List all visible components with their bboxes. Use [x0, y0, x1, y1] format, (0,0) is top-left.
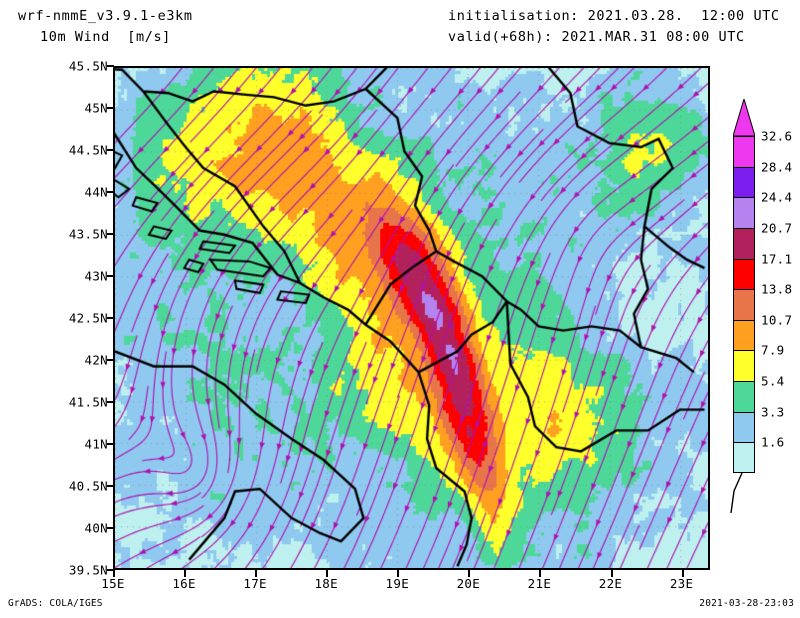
map-plot-area	[113, 66, 710, 570]
y-axis-tick-label: 43.5N	[68, 226, 108, 242]
colorbar-tick-label: 32.6	[761, 128, 793, 144]
y-axis-tick-mark	[107, 149, 114, 151]
x-axis-tick-mark	[397, 570, 400, 577]
colorbar-top-arrow-icon	[733, 99, 755, 136]
y-axis-tick-mark	[107, 443, 114, 445]
y-axis-tick-label: 42.5N	[68, 310, 108, 326]
y-axis-tick-label: 43N	[84, 268, 108, 284]
x-axis-tick-label: 16E	[172, 576, 196, 591]
grads-credit-label: GrADS: COLA/IGES	[8, 598, 103, 609]
x-axis-tick-mark	[184, 570, 187, 577]
y-axis-tick-label: 40N	[84, 520, 108, 536]
x-axis-tick-label: 23E	[669, 576, 694, 591]
x-axis-tick-mark	[539, 570, 542, 577]
colorbar-tick-label: 3.3	[761, 404, 785, 420]
y-axis-tick-mark	[107, 275, 114, 277]
y-axis-tick-label: 44N	[84, 184, 108, 200]
y-axis-tick-mark	[107, 233, 114, 235]
y-axis-tick-mark	[107, 359, 114, 361]
field-name-label: 10m Wind [m/s]	[40, 29, 171, 45]
y-axis-tick-label: 45.5N	[68, 58, 108, 74]
wind-speed-map	[115, 68, 708, 568]
y-axis-tick-mark	[107, 485, 114, 487]
y-axis-tick-label: 44.5N	[68, 142, 108, 158]
colorbar-band	[733, 289, 755, 320]
y-axis-tick-mark	[107, 401, 114, 403]
colorbar-band	[733, 136, 755, 167]
header-right-block: initialisation: 2021.03.28. 12:00 UTC va…	[448, 6, 780, 48]
y-axis-tick-mark	[107, 107, 114, 109]
x-axis-tick-mark	[468, 570, 471, 577]
colorbar-band	[733, 258, 755, 290]
colorbar-bottom-tail-icon	[730, 473, 743, 513]
x-axis-tick-label: 18E	[314, 576, 338, 591]
y-axis-tick-mark	[107, 65, 114, 67]
colorbar-tick-label: 7.9	[761, 342, 785, 358]
colorbar-band	[733, 411, 755, 443]
colorbar-tick-label: 17.1	[761, 251, 793, 267]
x-axis-tick-label: 22E	[598, 576, 623, 591]
x-axis-tick-label: 20E	[456, 576, 481, 591]
x-axis-tick-mark	[326, 570, 329, 577]
y-axis-tick-label: 40.5N	[68, 478, 108, 494]
colorbar-tick-label: 13.8	[761, 281, 793, 297]
x-axis-tick-label: 15E	[101, 576, 125, 591]
colorbar-band	[733, 319, 755, 351]
y-axis-tick-label: 39.5N	[68, 562, 108, 578]
colorbar	[733, 136, 755, 473]
initialisation-label: initialisation: 2021.03.28. 12:00 UTC	[448, 8, 780, 24]
header: wrf-nmmE_v3.9.1-e3km 10m Wind [m/s] init…	[0, 0, 800, 56]
colorbar-tick-label: 10.7	[761, 312, 793, 328]
model-name-label: wrf-nmmE_v3.9.1-e3km	[18, 8, 193, 24]
colorbar-tick-label: 28.4	[761, 159, 793, 175]
y-axis-tick-label: 41.5N	[68, 394, 108, 410]
colorbar-band	[733, 350, 755, 382]
colorbar-tick-label: 1.6	[761, 434, 785, 450]
x-axis-tick-mark	[681, 570, 684, 577]
render-timestamp-label: 2021-03-28-23:03	[699, 598, 794, 609]
colorbar-tick-label: 20.7	[761, 220, 793, 236]
y-axis-tick-mark	[107, 317, 114, 319]
colorbar-band	[733, 381, 755, 412]
y-axis-tick-mark	[107, 191, 114, 193]
colorbar-band	[733, 197, 755, 228]
y-axis-tick-mark	[107, 527, 114, 529]
y-axis-tick-label: 41N	[84, 436, 108, 452]
colorbar-band	[733, 227, 755, 259]
y-axis-tick-label: 42N	[84, 352, 108, 368]
y-axis-tick-mark	[107, 569, 114, 571]
colorbar-band	[733, 442, 755, 473]
x-axis-tick-label: 19E	[385, 576, 410, 591]
header-left-block: wrf-nmmE_v3.9.1-e3km 10m Wind [m/s]	[18, 6, 193, 48]
x-axis-tick-label: 21E	[527, 576, 552, 591]
x-axis-tick-mark	[610, 570, 613, 577]
colorbar-tick-label: 5.4	[761, 373, 785, 389]
colorbar-tick-label: 24.4	[761, 189, 793, 205]
valid-time-label: valid(+68h): 2021.MAR.31 08:00 UTC	[448, 29, 745, 45]
x-axis-tick-mark	[255, 570, 258, 577]
x-axis-tick-mark	[113, 570, 115, 577]
colorbar-band	[733, 166, 755, 198]
x-axis-tick-label: 17E	[243, 576, 267, 591]
y-axis-tick-label: 45N	[84, 100, 108, 116]
